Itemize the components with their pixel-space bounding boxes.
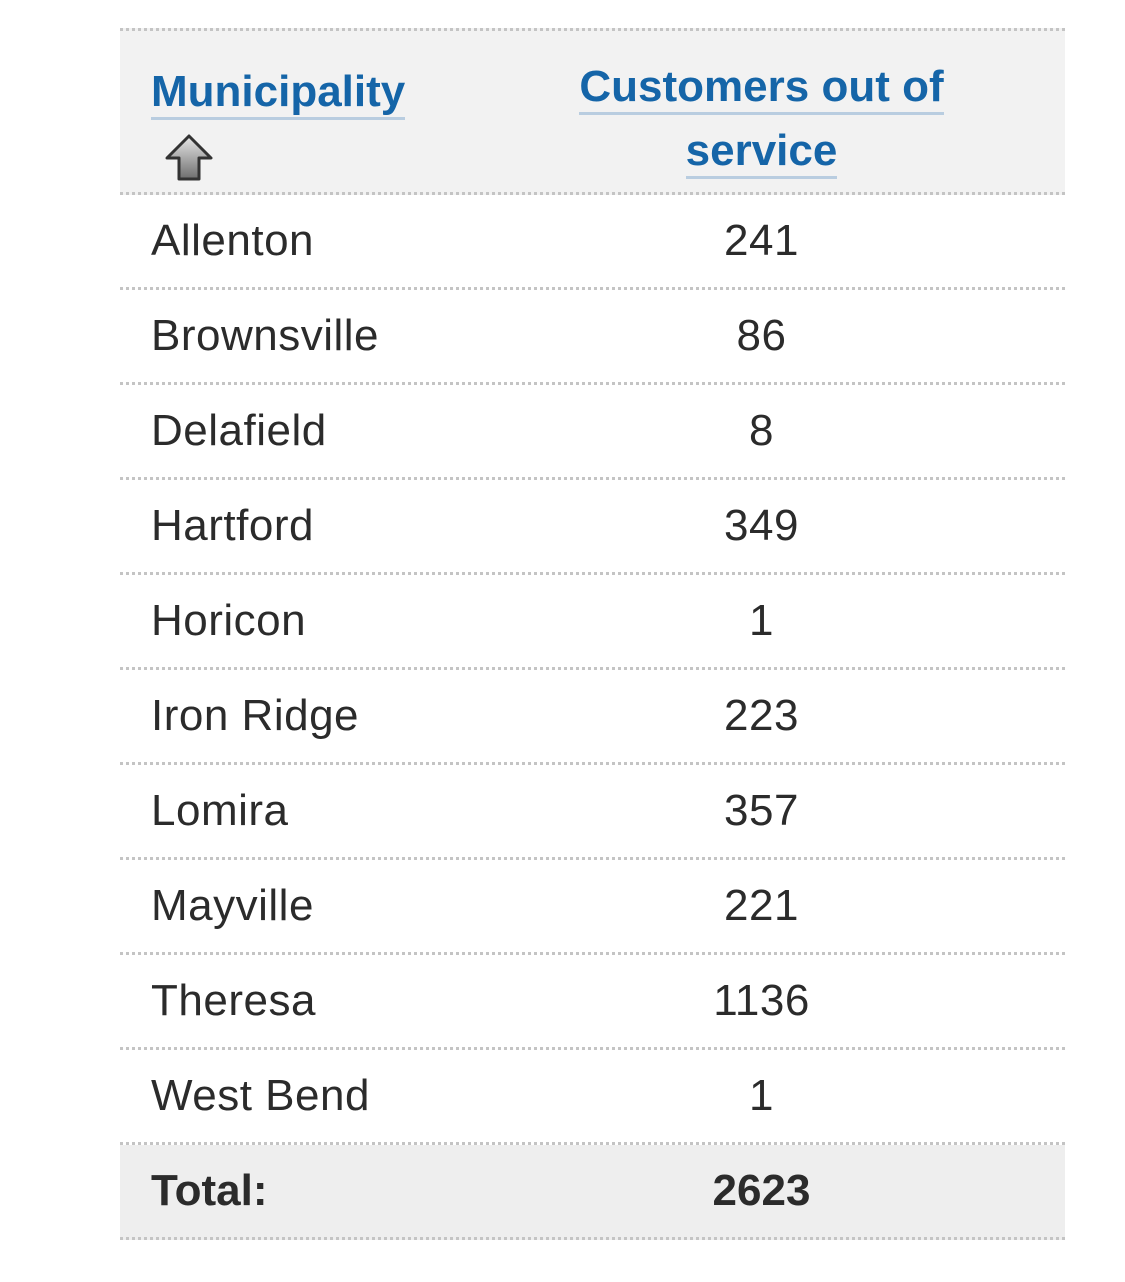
table-total-row: Total: 2623	[120, 1145, 1065, 1240]
customers-cell: 221	[490, 881, 1065, 931]
outage-table: Municipality Customers out of service Al…	[120, 28, 1065, 1240]
customers-cell: 1	[490, 596, 1065, 646]
table-row: Theresa 1136	[120, 955, 1065, 1050]
customers-cell: 1136	[490, 976, 1065, 1026]
header-cell-municipality: Municipality	[120, 31, 490, 192]
municipality-name: Hartford	[151, 501, 314, 550]
customers-out-count: 357	[724, 786, 799, 835]
municipality-name: Horicon	[151, 596, 307, 645]
customers-cell: 349	[490, 501, 1065, 551]
municipality-cell: Delafield	[120, 406, 490, 456]
table-header-row: Municipality Customers out of service	[120, 28, 1065, 195]
table-row: Allenton 241	[120, 195, 1065, 290]
municipality-cell: Mayville	[120, 881, 490, 931]
municipality-cell: Hartford	[120, 501, 490, 551]
customers-out-count: 221	[724, 881, 799, 930]
header-cell-customers: Customers out of service	[490, 31, 1065, 192]
table-row: Mayville 221	[120, 860, 1065, 955]
municipality-cell: Allenton	[120, 216, 490, 266]
customers-cell: 86	[490, 311, 1065, 361]
customers-out-count: 1136	[713, 976, 810, 1025]
municipality-name: Allenton	[151, 216, 315, 265]
municipality-name: West Bend	[151, 1071, 370, 1120]
customers-cell: 357	[490, 786, 1065, 836]
municipality-name: Delafield	[151, 406, 327, 455]
sort-ascending-arrow-icon[interactable]	[164, 133, 214, 183]
municipality-name: Mayville	[151, 881, 314, 930]
customers-header-line1[interactable]: Customers out of	[579, 62, 944, 115]
total-value-cell: 2623	[490, 1166, 1065, 1216]
customers-out-count: 1	[749, 596, 774, 645]
table-row: Hartford 349	[120, 480, 1065, 575]
customers-out-count: 8	[749, 406, 774, 455]
customers-out-count: 349	[724, 501, 799, 550]
table-row: Horicon 1	[120, 575, 1065, 670]
municipality-name: Iron Ridge	[151, 691, 360, 740]
table-row: Lomira 357	[120, 765, 1065, 860]
municipality-cell: Brownsville	[120, 311, 490, 361]
customers-header-line2[interactable]: service	[685, 126, 838, 179]
table-row: Iron Ridge 223	[120, 670, 1065, 765]
total-value: 2623	[712, 1166, 811, 1215]
municipality-sort-link[interactable]: Municipality	[151, 67, 406, 120]
total-label: Total:	[151, 1166, 268, 1215]
municipality-cell: Lomira	[120, 786, 490, 836]
table-body: Allenton 241 Brownsville 86 Delafield 8 Hartfo…	[120, 195, 1065, 1145]
municipality-name: Lomira	[151, 786, 289, 835]
customers-out-count: 86	[736, 311, 787, 360]
customers-cell: 223	[490, 691, 1065, 741]
customers-out-count: 223	[724, 691, 799, 740]
municipality-name: Brownsville	[151, 311, 380, 360]
municipality-cell: Theresa	[120, 976, 490, 1026]
customers-out-count: 1	[749, 1071, 774, 1120]
customers-cell: 8	[490, 406, 1065, 456]
customers-out-count: 241	[724, 216, 799, 265]
municipality-cell: Iron Ridge	[120, 691, 490, 741]
municipality-cell: Horicon	[120, 596, 490, 646]
table-row: Brownsville 86	[120, 290, 1065, 385]
customers-cell: 241	[490, 216, 1065, 266]
municipality-name: Theresa	[151, 976, 316, 1025]
customers-sort-link[interactable]: Customers out of service	[579, 55, 944, 183]
table-row: West Bend 1	[120, 1050, 1065, 1145]
total-label-cell: Total:	[120, 1166, 490, 1216]
customers-cell: 1	[490, 1071, 1065, 1121]
municipality-cell: West Bend	[120, 1071, 490, 1121]
table-row: Delafield 8	[120, 385, 1065, 480]
